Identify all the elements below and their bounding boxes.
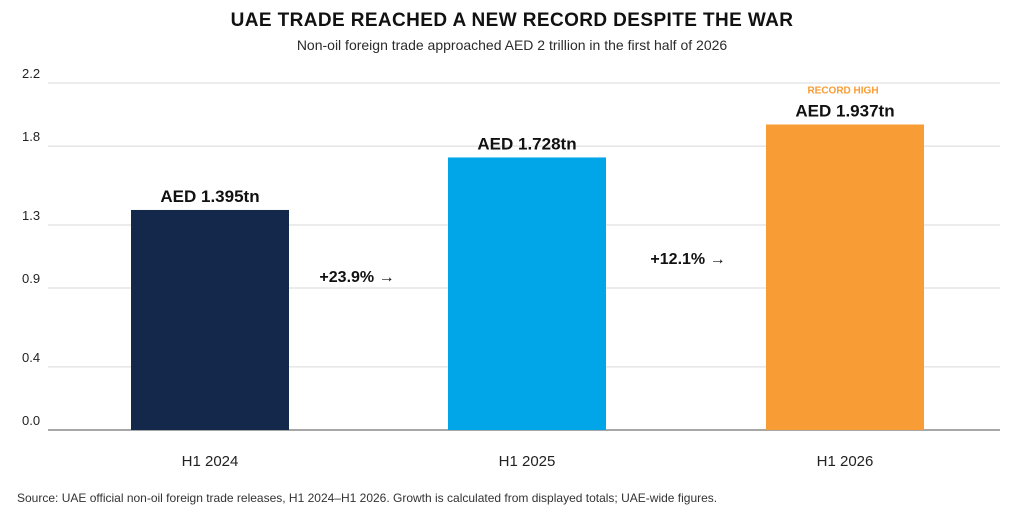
bar-value-label: AED 1.728tn <box>477 134 576 153</box>
y-tick-label: 0.9 <box>22 271 40 286</box>
y-tick-label: 0.4 <box>22 350 40 365</box>
chart-title: UAE TRADE REACHED A NEW RECORD DESPITE T… <box>230 10 794 31</box>
bar <box>131 209 289 430</box>
bar <box>448 157 606 430</box>
chart-subtitle: Non-oil foreign trade approached AED 2 t… <box>296 37 728 53</box>
x-tick-label: H1 2026 <box>817 453 874 470</box>
x-tick-label: H1 2024 <box>182 453 239 470</box>
bar <box>766 124 924 430</box>
bar-value-label: AED 1.937tn <box>795 101 894 120</box>
y-tick-label: 2.2 <box>22 66 40 81</box>
growth-annotation: +23.9% → <box>319 269 394 286</box>
x-tick-label: H1 2025 <box>499 453 556 470</box>
bar-value-label: AED 1.395tn <box>160 187 259 206</box>
y-tick-label: 1.3 <box>22 208 40 223</box>
y-tick-label: 0.0 <box>22 413 40 428</box>
record-high-label: RECORD HIGH <box>807 85 878 96</box>
source-note: Source: UAE official non-oil foreign tra… <box>17 491 718 505</box>
growth-annotation: +12.1% → <box>650 251 725 268</box>
y-tick-label: 1.8 <box>22 129 40 144</box>
